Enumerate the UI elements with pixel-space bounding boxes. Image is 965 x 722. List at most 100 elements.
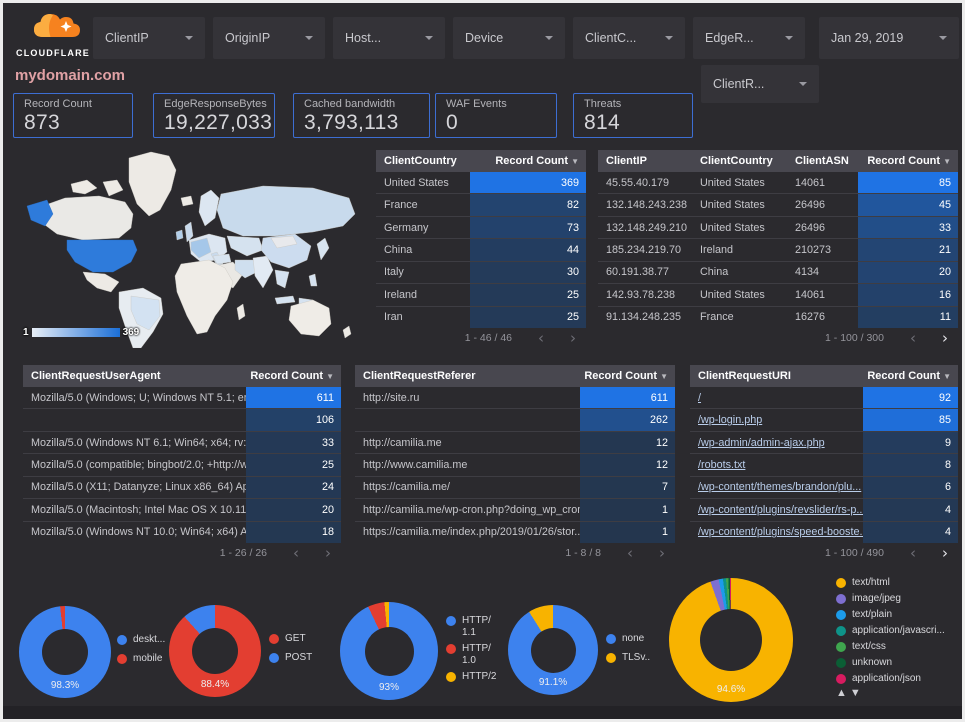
uri-link[interactable]: /wp-content/plugins/speed-booste... bbox=[698, 526, 863, 539]
legend-item[interactable]: HTTP/ 1.0 bbox=[446, 643, 496, 667]
column-header[interactable]: ClientCountry bbox=[700, 155, 773, 167]
table-row[interactable]: China 44 bbox=[376, 238, 586, 261]
table-header-row[interactable]: ClientCountry Record Count ▼ bbox=[376, 150, 586, 172]
filter-clientrequest[interactable]: ClientR... bbox=[701, 65, 819, 103]
date-range-filter[interactable]: Jan 29, 2019 bbox=[819, 17, 959, 59]
filter-host[interactable]: Host... bbox=[333, 17, 445, 59]
table-header-row[interactable]: ClientRequestURI Record Count ▼ bbox=[690, 365, 958, 387]
content-type-donut[interactable]: 94.6% bbox=[669, 578, 793, 702]
table-row[interactable]: Mozilla/5.0 (Windows NT 10.0; Win64; x64… bbox=[23, 520, 341, 543]
legend-item[interactable]: HTTP/2 bbox=[446, 671, 496, 683]
table-row[interactable]: 132.148.249.210 United States 26496 33 bbox=[598, 215, 958, 239]
table-row[interactable]: /wp-content/plugins/speed-booste... 4 bbox=[690, 520, 958, 543]
table-row[interactable]: 132.148.243.238 United States 26496 45 bbox=[598, 193, 958, 216]
prev-page-icon[interactable]: ‹ bbox=[627, 543, 633, 562]
legend-item[interactable]: image/jpeg bbox=[836, 593, 945, 605]
legend-item[interactable]: application/javascri... bbox=[836, 625, 945, 637]
table-row[interactable]: United States 369 bbox=[376, 172, 586, 194]
table-row[interactable]: 262 bbox=[355, 408, 675, 431]
table-row[interactable]: https://camilia.me/index.php/2019/01/26/… bbox=[355, 520, 675, 543]
table-row[interactable]: http://www.camilia.me 12 bbox=[355, 453, 675, 476]
legend-item[interactable]: text/html bbox=[836, 577, 945, 589]
table-row[interactable]: / 92 bbox=[690, 387, 958, 409]
prev-page-icon[interactable]: ‹ bbox=[538, 328, 544, 347]
legend-item[interactable]: text/plain bbox=[836, 609, 945, 621]
legend-item[interactable]: unknown bbox=[836, 657, 945, 669]
filter-device[interactable]: Device bbox=[453, 17, 565, 59]
legend-item[interactable]: application/json bbox=[836, 673, 945, 685]
prev-page-icon[interactable]: ‹ bbox=[910, 328, 916, 347]
legend-item[interactable]: HTTP/ 1.1 bbox=[446, 615, 496, 639]
column-header[interactable]: Record Count ▼ bbox=[584, 370, 668, 382]
uri-link[interactable]: /wp-admin/admin-ajax.php bbox=[698, 436, 825, 449]
table-row[interactable]: /wp-login.php 85 bbox=[690, 408, 958, 431]
column-header[interactable]: Record Count ▼ bbox=[495, 155, 579, 167]
next-page-icon[interactable]: › bbox=[570, 328, 576, 347]
uri-link[interactable]: /wp-login.php bbox=[698, 414, 763, 427]
column-header[interactable]: ClientRequestReferer bbox=[363, 370, 476, 382]
filter-clientc[interactable]: ClientC... bbox=[573, 17, 685, 59]
filter-originip[interactable]: OriginIP bbox=[213, 17, 325, 59]
table-header-row[interactable]: ClientRequestReferer Record Count ▼ bbox=[355, 365, 675, 387]
next-page-icon[interactable]: › bbox=[659, 543, 665, 562]
table-row[interactable]: 91.134.248.235 France 16276 11 bbox=[598, 305, 958, 328]
legend-scroll-up-icon[interactable]: ▲ bbox=[836, 687, 850, 699]
table-header-row[interactable]: ClientIP ClientCountry ClientASN Record Cou… bbox=[598, 150, 958, 172]
legend-item[interactable]: POST bbox=[269, 652, 312, 664]
table-row[interactable]: http://camilia.me/wp-cron.php?doing_wp_c… bbox=[355, 498, 675, 521]
prev-page-icon[interactable]: ‹ bbox=[293, 543, 299, 562]
table-row[interactable]: 142.93.78.238 United States 14061 16 bbox=[598, 283, 958, 306]
table-row[interactable]: 106 bbox=[23, 408, 341, 431]
column-header[interactable]: Record Count ▼ bbox=[250, 370, 334, 382]
legend-scroll-down-icon[interactable]: ▼ bbox=[849, 687, 864, 699]
table-row[interactable]: Italy 30 bbox=[376, 260, 586, 284]
table-row[interactable]: Mozilla/5.0 (X11; Datanyze; Linux x86_64… bbox=[23, 475, 341, 499]
table-row[interactable]: Mozilla/5.0 (Macintosh; Intel Mac OS X 1… bbox=[23, 498, 341, 521]
column-header[interactable]: ClientIP bbox=[606, 155, 647, 167]
table-row[interactable]: Germany 73 bbox=[376, 215, 586, 239]
table-row[interactable]: 60.191.38.77 China 4134 20 bbox=[598, 260, 958, 284]
column-header[interactable]: ClientRequestUserAgent bbox=[31, 370, 161, 382]
column-header[interactable]: Record Count ▼ bbox=[867, 155, 951, 167]
table-row[interactable]: http://camilia.me 12 bbox=[355, 430, 675, 454]
column-header[interactable]: ClientRequestURI bbox=[698, 370, 791, 382]
legend-item[interactable]: mobile bbox=[117, 653, 165, 665]
column-header[interactable]: Record Count ▼ bbox=[867, 370, 951, 382]
uri-link[interactable]: / bbox=[698, 391, 701, 404]
device-type-donut[interactable]: 98.3% bbox=[19, 606, 111, 698]
legend-item[interactable]: none bbox=[606, 633, 650, 645]
table-row[interactable]: Ireland 25 bbox=[376, 283, 586, 306]
table-row[interactable]: Mozilla/5.0 (compatible; bingbot/2.0; +h… bbox=[23, 453, 341, 476]
table-row[interactable]: /robots.txt 8 bbox=[690, 453, 958, 476]
table-row[interactable]: Mozilla/5.0 (Windows; U; Windows NT 5.1;… bbox=[23, 387, 341, 409]
column-header[interactable]: ClientASN bbox=[795, 155, 849, 167]
legend-item[interactable]: deskt... bbox=[117, 634, 165, 646]
table-row[interactable]: /wp-content/plugins/revslider/rs-p... 4 bbox=[690, 498, 958, 521]
next-page-icon[interactable]: › bbox=[325, 543, 331, 562]
table-row[interactable]: 185.234.219.70 Ireland 210273 21 bbox=[598, 238, 958, 261]
uri-link[interactable]: /robots.txt bbox=[698, 458, 746, 471]
legend-item[interactable]: text/css bbox=[836, 641, 945, 653]
uri-link[interactable]: /wp-content/themes/brandon/plu... bbox=[698, 481, 862, 494]
table-row[interactable]: https://camilia.me/7 bbox=[355, 475, 675, 499]
table-row[interactable]: /wp-admin/admin-ajax.php 9 bbox=[690, 430, 958, 454]
table-header-row[interactable]: ClientRequestUserAgent Record Count ▼ bbox=[23, 365, 341, 387]
column-header[interactable]: ClientCountry bbox=[384, 155, 457, 167]
legend-item[interactable]: GET bbox=[269, 633, 312, 645]
table-row[interactable]: Iran 25 bbox=[376, 305, 586, 328]
tls-version-donut[interactable]: 91.1% bbox=[508, 605, 598, 695]
geo-map-panel[interactable]: 1 369 bbox=[13, 148, 373, 349]
http-protocol-donut[interactable]: 93% bbox=[340, 602, 438, 700]
legend-pager[interactable]: ▲▼ bbox=[836, 687, 864, 699]
next-page-icon[interactable]: › bbox=[942, 328, 948, 347]
filter-clientip[interactable]: ClientIP bbox=[93, 17, 205, 59]
uri-link[interactable]: /wp-content/plugins/revslider/rs-p... bbox=[698, 503, 863, 516]
table-row[interactable]: 45.55.40.179 United States 14061 85 bbox=[598, 172, 958, 194]
table-row[interactable]: /wp-content/themes/brandon/plu... 6 bbox=[690, 475, 958, 499]
table-row[interactable]: Mozilla/5.0 (Windows NT 6.1; Win64; x64;… bbox=[23, 430, 341, 454]
http-method-donut[interactable]: 88.4% bbox=[169, 605, 261, 697]
filter-edger[interactable]: EdgeR... bbox=[693, 17, 805, 59]
next-page-icon[interactable]: › bbox=[942, 543, 948, 562]
table-row[interactable]: France 82 bbox=[376, 193, 586, 216]
prev-page-icon[interactable]: ‹ bbox=[910, 543, 916, 562]
